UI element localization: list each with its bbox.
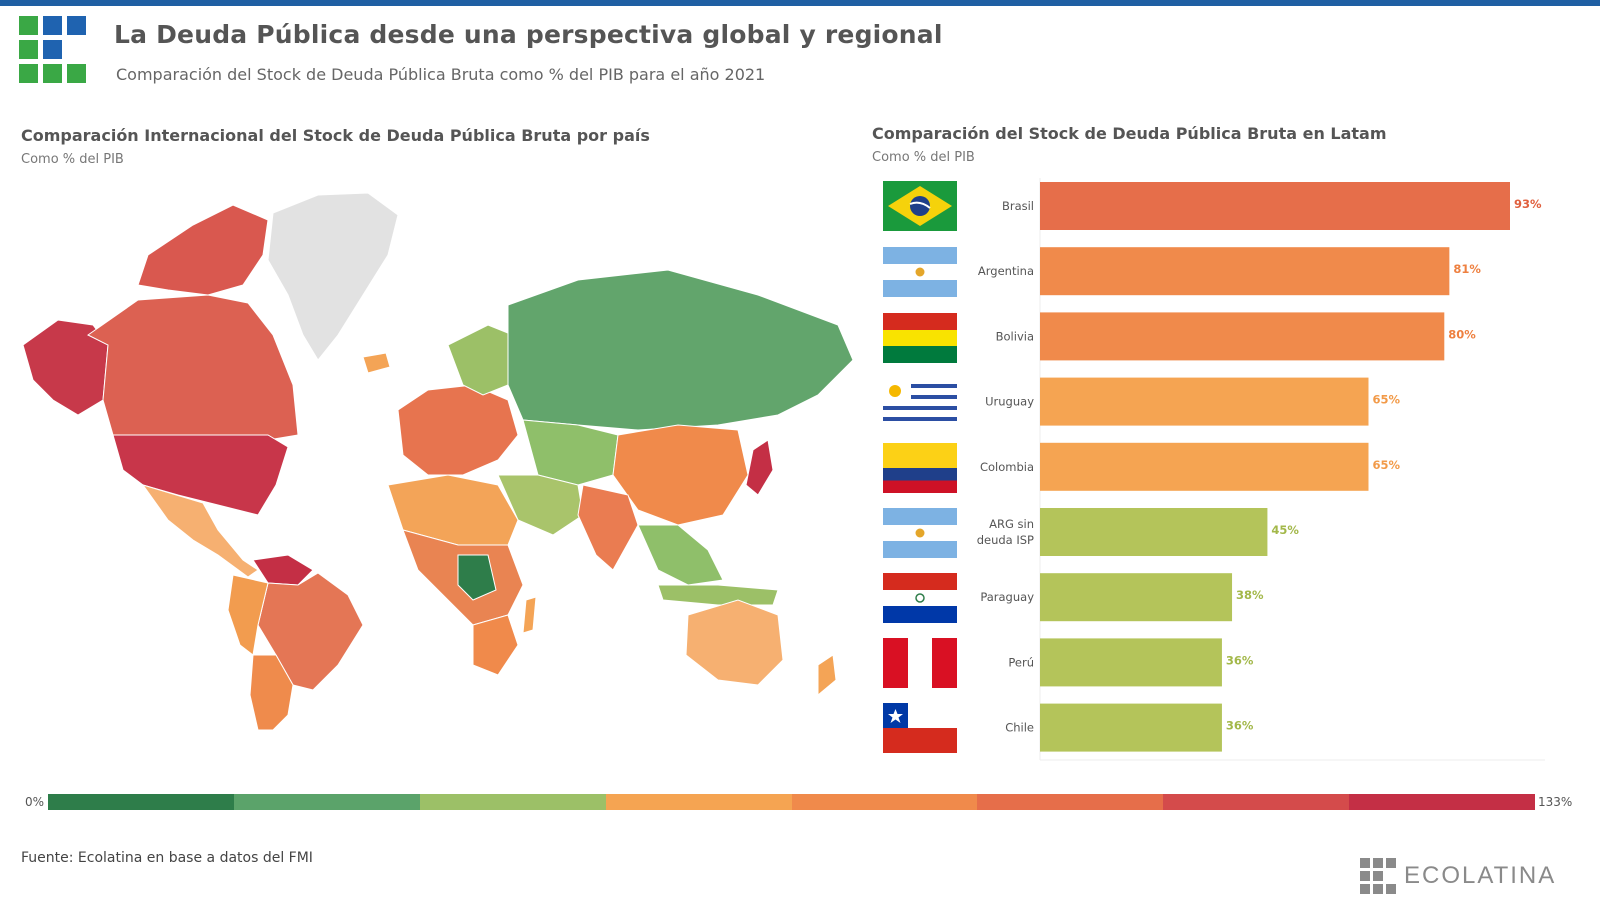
- page-subtitle: Comparación del Stock de Deuda Pública B…: [116, 65, 766, 84]
- map-region-mexico: [141, 484, 259, 578]
- bar-8: [1040, 703, 1222, 752]
- scale-max-label: 133%: [1538, 795, 1573, 809]
- scale-segment: [48, 794, 234, 810]
- map-region-japan: [745, 439, 774, 496]
- map-region-brazil: [257, 572, 364, 691]
- bar-value-label: 65%: [1372, 458, 1400, 472]
- color-scale-legend: [48, 794, 1535, 810]
- flag-uruguay-icon: [883, 378, 957, 428]
- flag-peru-icon: [883, 638, 957, 688]
- bar-category-label: ARG sin deuda ISP: [977, 517, 1034, 547]
- flag-paraguay-icon: [883, 573, 957, 623]
- bar-value-label: 80%: [1448, 327, 1476, 341]
- map-region-southeast-asia: [637, 524, 724, 586]
- map-region-scandinavia: [447, 324, 514, 396]
- map-region-russia: [507, 269, 854, 431]
- source-note: Fuente: Ecolatina en base a datos del FM…: [21, 850, 313, 866]
- map-region-canada: [87, 294, 299, 441]
- bar-5: [1040, 508, 1268, 556]
- bar-6: [1040, 573, 1233, 622]
- map-region-iceland: [362, 352, 391, 374]
- map-region-indonesia: [657, 584, 779, 606]
- map-panel-subtitle: Como % del PIB: [21, 152, 124, 167]
- scale-segment: [791, 794, 978, 810]
- bar-value-label: 65%: [1372, 393, 1400, 407]
- bars-panel-title: Comparación del Stock de Deuda Pública B…: [872, 124, 1387, 143]
- scale-segment: [1349, 794, 1535, 810]
- bar-value-label: 36%: [1226, 653, 1254, 667]
- scale-segment: [605, 794, 792, 810]
- map-region-southern-africa: [472, 614, 519, 676]
- map-region-india: [577, 484, 639, 571]
- bar-3: [1040, 377, 1369, 426]
- bar-category-label: Chile: [1005, 721, 1034, 735]
- page-title: La Deuda Pública desde una perspectiva g…: [114, 20, 943, 49]
- scale-min-label: 0%: [25, 795, 45, 809]
- flag-colombia-icon: [883, 443, 957, 493]
- bar-value-label: 93%: [1514, 197, 1542, 211]
- bar-category-label: Perú: [1008, 655, 1034, 669]
- bar-1: [1040, 247, 1450, 296]
- map-region-canada-arctic: [137, 204, 269, 296]
- bar-value-label: 36%: [1226, 719, 1254, 733]
- bar-0: [1040, 182, 1510, 230]
- map-region-drc: [457, 554, 497, 601]
- header-logo: [19, 16, 91, 88]
- map-region-new-zealand: [817, 654, 837, 697]
- bar-value-label: 38%: [1236, 588, 1264, 602]
- bar-category-label: Argentina: [978, 264, 1034, 278]
- map-region-australia: [685, 599, 784, 686]
- flag-bolivia-icon: [883, 313, 957, 363]
- ecolatina-brand-logo: ECOLATINA: [1360, 858, 1590, 898]
- brand-name: ECOLATINA: [1404, 862, 1557, 889]
- bar-7: [1040, 638, 1222, 687]
- bar-category-label: Brasil: [1002, 199, 1034, 213]
- bar-category-label: Uruguay: [985, 395, 1034, 409]
- map-region-china: [612, 424, 749, 526]
- flag-argentina-isp-icon: [883, 508, 957, 558]
- scale-segment: [233, 794, 420, 810]
- latam-bar-chart: Brasil 93% Argentina 81% Bolivia 80% Uruguay 65…: [895, 178, 1585, 778]
- bar-value-label: 81%: [1453, 262, 1481, 276]
- flag-argentina-icon: [883, 247, 957, 297]
- world-choropleth-map[interactable]: [18, 185, 873, 745]
- bars-panel-subtitle: Como % del PIB: [872, 150, 975, 165]
- bar-category-label: Colombia: [980, 460, 1034, 474]
- map-panel-title: Comparación Internacional del Stock de D…: [21, 126, 650, 145]
- bar-4: [1040, 442, 1369, 491]
- top-accent-bar: [0, 0, 1600, 6]
- map-region-venezuela: [252, 554, 314, 586]
- map-region-southern-cone: [249, 654, 294, 731]
- map-region-usa: [112, 434, 289, 516]
- bar-2: [1040, 312, 1445, 361]
- flag-chile-icon: [883, 703, 957, 753]
- scale-segment: [977, 794, 1164, 810]
- flag-brazil-icon: [883, 181, 957, 231]
- bar-value-label: 45%: [1271, 523, 1299, 537]
- bar-category-label: Bolivia: [996, 329, 1034, 343]
- map-region-greenland: [267, 192, 399, 361]
- scale-segment: [419, 794, 606, 810]
- map-region-europe: [397, 384, 519, 476]
- map-region-madagascar: [522, 596, 537, 634]
- bar-category-label: Paraguay: [980, 590, 1034, 604]
- scale-segment: [1163, 794, 1350, 810]
